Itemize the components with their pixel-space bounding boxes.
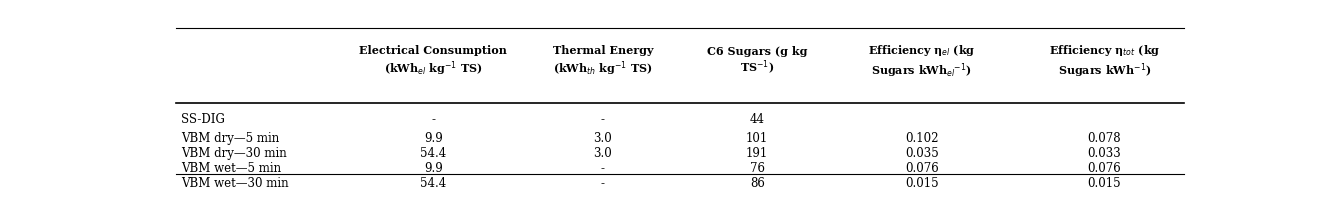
Text: 0.015: 0.015 — [905, 177, 938, 190]
Text: SS-DIG: SS-DIG — [182, 113, 226, 126]
Text: 44: 44 — [750, 113, 764, 126]
Text: VBM dry—5 min: VBM dry—5 min — [182, 132, 280, 145]
Text: VBM wet—5 min: VBM wet—5 min — [182, 162, 281, 175]
Text: 0.076: 0.076 — [905, 162, 938, 175]
Text: Thermal Energy
(kWh$_{th}$ kg$^{-1}$ TS): Thermal Energy (kWh$_{th}$ kg$^{-1}$ TS) — [553, 46, 653, 78]
Text: Efficiency η$_{tot}$ (kg
Sugars kWh$^{-1}$): Efficiency η$_{tot}$ (kg Sugars kWh$^{-1… — [1048, 44, 1160, 80]
Text: Electrical Consumption
(kWh$_{el}$ kg$^{-1}$ TS): Electrical Consumption (kWh$_{el}$ kg$^{… — [360, 46, 507, 78]
Text: 3.0: 3.0 — [593, 132, 612, 145]
Text: 9.9: 9.9 — [423, 132, 443, 145]
Text: VBM wet—30 min: VBM wet—30 min — [182, 177, 289, 190]
Text: 0.033: 0.033 — [1087, 147, 1121, 160]
Text: 9.9: 9.9 — [423, 162, 443, 175]
Text: 191: 191 — [746, 147, 768, 160]
Text: 0.076: 0.076 — [1087, 162, 1121, 175]
Text: -: - — [601, 113, 605, 126]
Text: Efficiency η$_{el}$ (kg
Sugars kWh$_{el}$$^{-1}$): Efficiency η$_{el}$ (kg Sugars kWh$_{el}… — [868, 44, 975, 80]
Text: 3.0: 3.0 — [593, 147, 612, 160]
Text: 76: 76 — [750, 162, 764, 175]
Text: 54.4: 54.4 — [421, 177, 446, 190]
Text: 54.4: 54.4 — [421, 147, 446, 160]
Text: C6 Sugars (g kg
TS$^{-1}$): C6 Sugars (g kg TS$^{-1}$) — [707, 46, 807, 77]
Text: VBM dry—30 min: VBM dry—30 min — [182, 147, 287, 160]
Text: 0.035: 0.035 — [905, 147, 938, 160]
Text: 0.102: 0.102 — [905, 132, 938, 145]
Text: 0.078: 0.078 — [1088, 132, 1121, 145]
Text: -: - — [431, 113, 435, 126]
Text: 0.015: 0.015 — [1088, 177, 1121, 190]
Text: 86: 86 — [750, 177, 764, 190]
Text: -: - — [601, 162, 605, 175]
Text: 101: 101 — [746, 132, 768, 145]
Text: -: - — [601, 177, 605, 190]
